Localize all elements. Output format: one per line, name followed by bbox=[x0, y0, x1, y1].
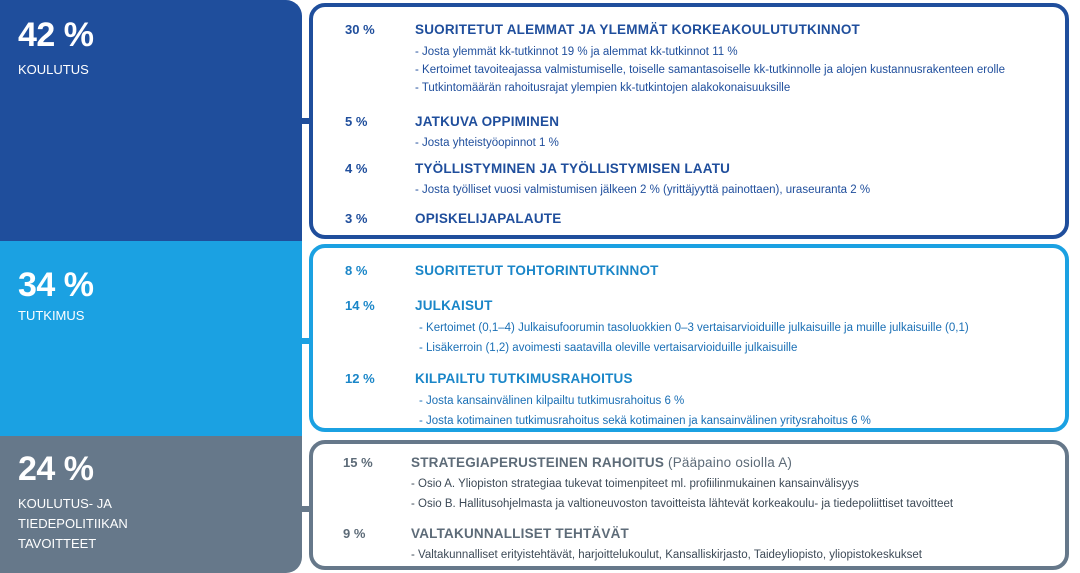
bullet: - Josta ylemmät kk-tutkinnot 19 % ja ale… bbox=[415, 46, 738, 58]
bullet: - Tutkintomäärän rahoitusrajat ylempien … bbox=[415, 82, 791, 94]
item-percent: 5 % bbox=[345, 114, 368, 129]
bullet: - Osio B. Hallitusohjelmasta ja valtione… bbox=[411, 498, 954, 510]
item-percent: 8 % bbox=[345, 263, 368, 278]
education-label: KOULUTUS bbox=[18, 62, 89, 77]
item-percent: 3 % bbox=[345, 211, 368, 226]
bullet: - Josta kansainvälinen kilpailtu tutkimu… bbox=[419, 395, 685, 407]
research-box: 8 % SUORITETUT TOHTORINTUTKINNOT 14 % JU… bbox=[309, 244, 1069, 432]
item-title: JULKAISUT bbox=[415, 298, 493, 313]
item-title: JATKUVA OPPIMINEN bbox=[415, 114, 560, 129]
bullet: - Josta työlliset vuosi valmistumisen jä… bbox=[415, 184, 871, 196]
research-label: TUTKIMUS bbox=[18, 308, 85, 323]
research-percent: 34 % bbox=[18, 266, 94, 304]
bullet: - Osio A. Yliopiston strategiaa tukevat … bbox=[411, 478, 859, 490]
education-box: 30 % SUORITETUT ALEMMAT JA YLEMMÄT KORKE… bbox=[309, 3, 1069, 239]
research-block: 34 % TUTKIMUS bbox=[0, 241, 302, 436]
item-bullets: - Josta ylemmät kk-tutkinnot 19 % ja ale… bbox=[415, 43, 1005, 97]
policy-label: KOULUTUS- JA TIEDEPOLITIIKAN TAVOITTEET bbox=[18, 496, 128, 551]
bullet: - Valtakunnalliset erityistehtävät, harj… bbox=[411, 549, 922, 561]
item-title-main: STRATEGIAPERUSTEINEN RAHOITUS bbox=[411, 455, 665, 470]
item-title: VALTAKUNNALLISET TEHTÄVÄT bbox=[411, 526, 629, 541]
bullet: - Josta yhteistyöopinnot 1 % bbox=[415, 137, 559, 149]
item-bullets: - Josta kansainvälinen kilpailtu tutkimu… bbox=[419, 391, 871, 431]
item-bullets: - Kertoimet (0,1–4) Julkaisufoorumin tas… bbox=[419, 318, 969, 358]
item-title: SUORITETUT ALEMMAT JA YLEMMÄT KORKEAKOUL… bbox=[415, 22, 860, 37]
item-bullets: - Josta työlliset vuosi valmistumisen jä… bbox=[415, 181, 870, 199]
item-bullets: - Osio A. Yliopiston strategiaa tukevat … bbox=[411, 474, 953, 514]
item-title: KILPAILTU TUTKIMUSRAHOITUS bbox=[415, 371, 633, 386]
item-bullets: - Valtakunnalliset erityistehtävät, harj… bbox=[411, 546, 922, 564]
item-percent: 12 % bbox=[345, 371, 375, 386]
bullet: - Kertoimet tavoiteajassa valmistumisell… bbox=[415, 64, 1005, 76]
policy-box: 15 % STRATEGIAPERUSTEINEN RAHOITUS (Pääp… bbox=[309, 440, 1069, 570]
item-title: SUORITETUT TOHTORINTUTKINNOT bbox=[415, 263, 659, 278]
item-title: STRATEGIAPERUSTEINEN RAHOITUS (Pääpaino … bbox=[411, 455, 792, 470]
item-title: OPISKELIJAPALAUTE bbox=[415, 211, 562, 226]
item-percent: 15 % bbox=[343, 455, 373, 470]
education-block: 42 % KOULUTUS bbox=[0, 0, 302, 241]
policy-block: 24 % KOULUTUS- JA TIEDEPOLITIIKAN TAVOIT… bbox=[0, 436, 302, 573]
item-title-suffix: (Pääpaino osiolla A) bbox=[664, 455, 793, 470]
education-percent: 42 % bbox=[18, 16, 94, 54]
item-title: TYÖLLISTYMINEN JA TYÖLLISTYMISEN LAATU bbox=[415, 161, 731, 176]
item-percent: 9 % bbox=[343, 526, 366, 541]
item-bullets: - Josta yhteistyöopinnot 1 % bbox=[415, 134, 559, 152]
bullet: - Lisäkerroin (1,2) avoimesti saatavilla… bbox=[419, 342, 798, 354]
bullet: - Josta kotimainen tutkimusrahoitus sekä… bbox=[419, 415, 871, 427]
policy-percent: 24 % bbox=[18, 450, 94, 488]
policy-connector bbox=[300, 506, 312, 512]
research-connector bbox=[300, 338, 312, 344]
item-percent: 14 % bbox=[345, 298, 375, 313]
bullet: - Kertoimet (0,1–4) Julkaisufoorumin tas… bbox=[419, 322, 969, 334]
item-percent: 30 % bbox=[345, 22, 375, 37]
item-percent: 4 % bbox=[345, 161, 368, 176]
education-connector bbox=[300, 118, 312, 124]
